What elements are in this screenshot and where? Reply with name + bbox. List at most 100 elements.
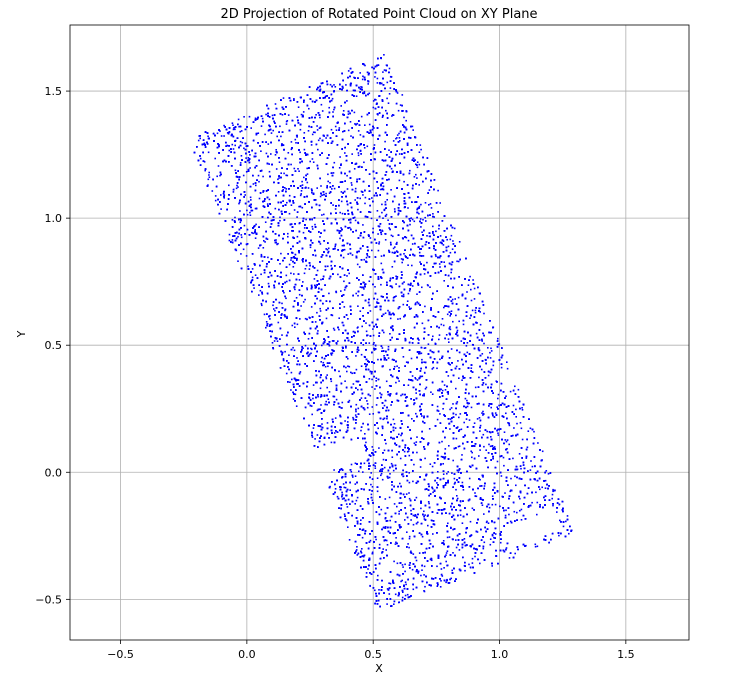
scatter-point <box>479 478 481 481</box>
scatter-point <box>371 486 374 488</box>
scatter-point <box>452 240 454 242</box>
scatter-point <box>403 253 405 255</box>
scatter-point <box>280 252 282 255</box>
scatter-point <box>343 280 345 283</box>
scatter-point <box>490 347 492 350</box>
scatter-point <box>303 227 306 229</box>
scatter-point <box>346 506 349 508</box>
scatter-point <box>431 487 434 490</box>
scatter-point <box>413 442 416 444</box>
scatter-point <box>297 106 300 108</box>
scatter-point <box>506 367 509 370</box>
scatter-point <box>274 239 276 242</box>
scatter-point <box>483 513 485 515</box>
scatter-point <box>258 197 261 200</box>
scatter-point <box>395 226 397 228</box>
scatter-point <box>351 184 353 186</box>
scatter-point <box>471 562 474 564</box>
scatter-point <box>262 191 264 193</box>
scatter-point <box>350 471 353 473</box>
scatter-point <box>382 548 384 550</box>
scatter-point <box>293 273 295 275</box>
scatter-point <box>267 282 270 285</box>
scatter-point <box>357 154 360 157</box>
scatter-point <box>442 540 445 542</box>
scatter-point <box>482 547 485 550</box>
scatter-point <box>441 389 444 392</box>
scatter-point <box>374 589 376 592</box>
scatter-point <box>421 415 423 417</box>
scatter-point <box>388 582 390 584</box>
scatter-point <box>265 321 268 323</box>
scatter-point <box>366 406 369 409</box>
scatter-point <box>478 455 480 457</box>
scatter-point <box>347 318 349 320</box>
scatter-point <box>331 97 334 100</box>
scatter-point <box>296 235 299 238</box>
scatter-point <box>541 450 544 453</box>
scatter-point <box>364 202 366 205</box>
scatter-point <box>426 261 428 264</box>
scatter-point <box>387 102 390 104</box>
scatter-point <box>358 266 361 268</box>
scatter-point <box>399 104 402 106</box>
scatter-point <box>416 379 419 381</box>
scatter-point <box>499 541 502 544</box>
scatter-point <box>415 392 417 394</box>
scatter-point <box>389 317 392 320</box>
scatter-point <box>339 156 341 158</box>
scatter-point <box>430 207 433 209</box>
scatter-point <box>502 456 505 459</box>
scatter-point <box>207 135 209 138</box>
scatter-point <box>327 365 329 368</box>
scatter-point <box>481 412 483 414</box>
scatter-point <box>478 417 481 419</box>
scatter-point <box>254 207 257 210</box>
scatter-point <box>368 342 371 344</box>
scatter-point <box>499 533 501 535</box>
scatter-point <box>431 465 434 468</box>
scatter-point <box>421 322 424 325</box>
scatter-point <box>482 476 484 478</box>
scatter-point <box>273 340 276 342</box>
scatter-point <box>334 417 337 419</box>
scatter-point <box>436 565 438 568</box>
scatter-point <box>516 422 518 425</box>
scatter-point <box>508 557 511 559</box>
scatter-point <box>496 460 499 463</box>
scatter-point <box>243 147 245 150</box>
scatter-point <box>494 503 497 506</box>
scatter-point <box>384 201 387 203</box>
scatter-point <box>393 503 396 505</box>
scatter-point <box>319 236 321 238</box>
scatter-point <box>378 543 381 546</box>
scatter-point <box>302 281 304 283</box>
scatter-point <box>340 171 343 174</box>
scatter-point <box>472 279 474 281</box>
scatter-point <box>327 247 330 250</box>
scatter-point <box>251 276 254 279</box>
scatter-point <box>389 582 392 585</box>
scatter-point <box>379 392 381 394</box>
scatter-point <box>389 473 391 475</box>
scatter-point <box>346 100 348 102</box>
scatter-point <box>415 441 418 443</box>
scatter-point <box>449 328 452 331</box>
scatter-point <box>544 487 547 489</box>
scatter-point <box>254 274 257 276</box>
scatter-point <box>277 178 279 181</box>
scatter-point <box>377 358 379 361</box>
scatter-point <box>389 87 392 89</box>
scatter-point <box>470 299 473 302</box>
scatter-point <box>407 207 409 209</box>
scatter-point <box>219 130 221 132</box>
scatter-point <box>386 417 388 420</box>
scatter-point <box>316 434 319 436</box>
scatter-point <box>440 323 443 326</box>
scatter-point <box>356 496 359 499</box>
scatter-point <box>246 213 249 216</box>
scatter-point <box>377 233 379 235</box>
scatter-point <box>389 333 391 335</box>
scatter-point <box>383 355 385 357</box>
scatter-point <box>512 457 514 460</box>
